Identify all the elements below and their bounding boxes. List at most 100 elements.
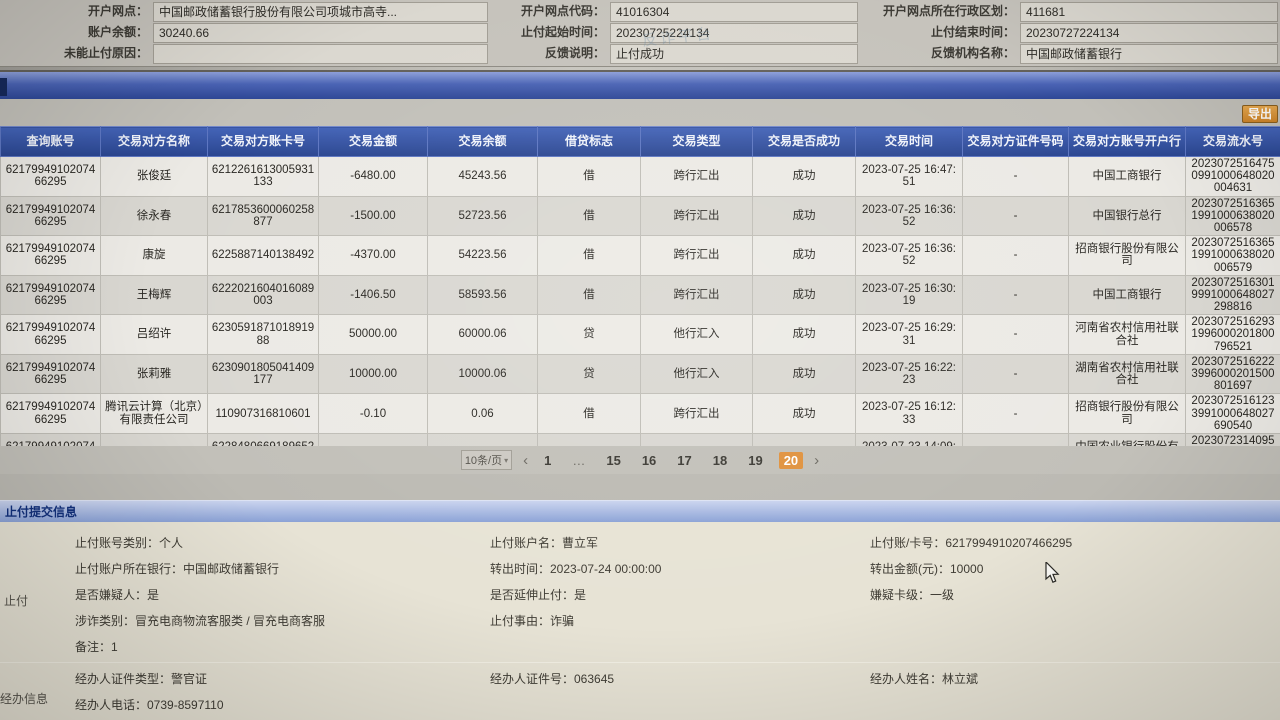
form-row: 止付账号类别：个人 止付账户名：曹立军 止付账/卡号：621799491020746… [0,530,1280,556]
table-cell: 中国工商银行 [1068,156,1186,197]
column-header: 查询账号 [0,126,101,157]
column-header: 交易流水号 [1185,126,1280,157]
table-cell: 0.06 [427,393,538,434]
table-cell: 成功 [752,235,856,276]
page-button[interactable]: 20 [778,451,804,469]
table-cell: 贷 [537,353,641,395]
column-header: 借贷标志 [537,126,641,157]
form-row: 备注：1 [0,634,1280,660]
table-cell: 20230725163651991000638020006579 [1185,235,1280,276]
form-row: 止付账户所在银行：中国邮政储蓄银行 转出时间：2023-07-24 00:00:0… [0,556,1280,582]
table-cell: 20230725163651991000638020006578 [1185,195,1280,237]
table-cell: 110907316810601 [207,393,319,434]
table-cell: 成功 [752,195,856,237]
column-header: 交易对方账卡号 [207,126,319,157]
table-cell: 6217994910207466295 [0,353,101,395]
page-button[interactable]: 16 [641,452,657,468]
form-row: 开户网点： 中国邮政储蓄银行股份有限公司项城市高寺... 开户网点代码： 410163… [3,2,1280,22]
table-cell: -1406.50 [318,274,428,316]
table-cell: 成功 [752,393,856,434]
table-cell: 6217853600060258877 [207,195,319,237]
table-cell: - [962,195,1069,237]
page-button[interactable]: 17 [677,452,692,468]
table-cell: -6480.00 [318,156,428,197]
section-divider-bar [0,70,1280,99]
table-cell: 中国银行总行 [1068,195,1186,237]
form-row: 涉诈类别：冒充电商物流客服类 / 冒充电商客服 止付事由：诈骗 [0,608,1280,634]
table-cell: 2023-07-25 16:30:19 [855,274,963,316]
table-cell: 河南省农村信用社联合社 [1068,314,1186,355]
pagination-pages: 1 … 15 16 17 18 19 20 [539,451,804,469]
table-cell: 60000.06 [427,314,538,355]
next-page-button[interactable]: › [814,451,820,469]
column-header: 交易对方证件号码 [962,126,1069,157]
table-cell: 2023-07-25 16:47:51 [855,156,963,197]
table-cell: -4370.00 [318,235,428,276]
table-cell: 张莉雅 [100,353,208,395]
table-cell: 借 [537,274,641,316]
table-cell: 借 [537,156,641,197]
table-cell: 6212261613005931133 [207,156,319,197]
table-cell: 招商银行股份有限公司 [1068,393,1186,434]
page-button[interactable]: 15 [606,452,621,468]
table-cell: 成功 [752,314,856,355]
table-cell: -0.10 [318,393,428,434]
field-value[interactable]: 20230727224134 [1020,23,1278,43]
table-cell: 6217994910207466295 [0,235,101,276]
column-header: 交易时间 [855,126,963,157]
table-toolbar: 导出 [0,99,1280,126]
field-text: 经办人证件类型：警官证 [75,672,208,686]
table-cell: 康旋 [100,235,208,276]
table-cell: 6225887140138492 [207,235,319,276]
table-row: 6217994910207466295 徐永春 621785360006025887… [0,195,1280,237]
mouse-cursor [1045,562,1060,583]
page-button[interactable]: 18 [712,452,728,468]
field-value[interactable]: 30240.66 [153,23,488,43]
field-value[interactable]: 止付成功 [610,44,858,64]
side-label-zhifu: 止付 [4,594,29,608]
divider-tab [0,78,7,96]
page-button[interactable]: 1 [544,452,552,468]
field-value[interactable]: 41016304 [610,2,858,22]
table-cell: - [962,353,1069,395]
field-text: 止付账号类别：个人 [75,536,184,550]
field-label: 反馈说明： [544,46,605,60]
field-value[interactable]: 中国邮政储蓄银行 [1020,44,1278,64]
table-cell: 2023-07-25 16:12:33 [855,393,963,434]
form-group: 止付账号类别：个人 止付账户名：曹立军 止付账/卡号：621799491020746… [0,530,1280,660]
column-header: 交易类型 [640,126,753,157]
column-header: 交易金额 [318,126,428,157]
page-size-select[interactable]: 10条/页 ▾ [460,450,513,470]
field-value[interactable]: 20230725224134 [610,23,858,43]
form-row: 是否嫌疑人：是 是否延伸止付：是 嫌疑卡级：一级 [0,582,1280,608]
table-cell: 吕绍许 [100,314,208,355]
table-cell: 成功 [752,156,856,197]
field-value[interactable]: 中国邮政储蓄银行股份有限公司项城市高寺... [153,2,488,22]
page-button[interactable]: 19 [748,452,763,468]
table-cell: 20230725162931996000201800796521 [1185,314,1280,355]
transaction-table: 查询账号 交易对方名称 交易对方账卡号 交易金额 交易余额 借贷标志 交易类型 交易是否成功交… [0,126,1280,474]
form-row: 经办人证件类型：警官证 经办人证件号：063645 经办人姓名：林立斌 [0,666,1280,692]
field-text: 经办人姓名：林立斌 [870,672,979,686]
table-header-row: 查询账号 交易对方名称 交易对方账卡号 交易金额 交易余额 借贷标志 交易类型 交易是否成功交… [0,126,1280,157]
field-label: 账户余额： [87,25,148,39]
table-cell: 50000.00 [318,314,428,355]
table-body: 6217994910207466295 张俊廷 621226161300593113… [0,156,1280,474]
table-cell: 跨行汇出 [640,156,753,197]
field-value[interactable]: 411681 [1020,2,1278,22]
table-cell: 58593.56 [427,274,538,316]
table-cell: 10000.06 [427,353,538,395]
prev-page-button[interactable]: ‹ [523,451,529,469]
field-text: 止付账户所在银行：中国邮政储蓄银行 [75,562,280,576]
field-label: 开户网点： [87,4,148,18]
field-text: 止付账户名：曹立军 [490,536,599,550]
table-row: 6217994910207466295 腾讯云计算（北京）有限责任公司 110907… [0,393,1280,434]
table-cell: 腾讯云计算（北京）有限责任公司 [100,393,208,434]
export-button[interactable]: 导出 [1242,105,1278,123]
form-group: 经办人证件类型：警官证 经办人证件号：063645 经办人姓名：林立斌 经办人电话：0… [0,666,1280,718]
table-cell: 6217994910207466295 [0,156,101,197]
table-cell: 跨行汇出 [640,195,753,237]
field-value[interactable] [153,44,488,64]
table-cell: 王梅辉 [100,274,208,316]
field-text: 止付账/卡号：6217994910207466295 [870,536,1073,550]
